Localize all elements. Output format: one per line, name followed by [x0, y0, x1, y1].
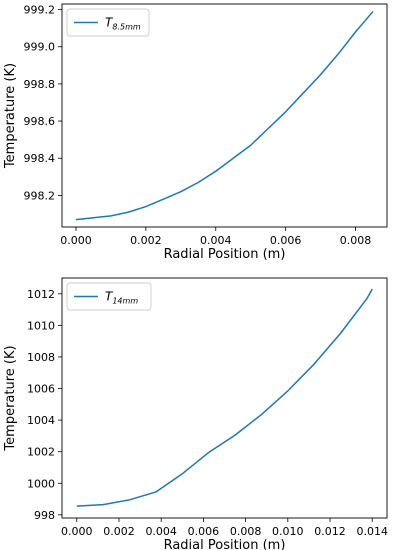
legend-label-subscript: 8.5mm [112, 23, 141, 32]
x-axis-label: Radial Position (m) [164, 538, 286, 550]
legend-label-main: T [105, 16, 114, 30]
y-tick-label: 1012 [27, 288, 55, 301]
y-axis-label: Temperature (K) [3, 63, 18, 169]
chart-top: 0.000 0.002 0.004 0.006 0.008 998.2 998.4 998.6… [3, 3, 388, 262]
x-tick-label: 0.014 [356, 525, 388, 538]
legend-label: T8.5mm [105, 16, 141, 32]
y-tick-label: 1004 [27, 414, 55, 427]
legend-box [66, 8, 150, 37]
legend-label-main: T [105, 290, 114, 304]
x-tick-label: 0.002 [103, 525, 135, 538]
series-line-T8.5mm [75, 10, 374, 221]
y-tick-label: 1010 [27, 319, 55, 332]
axes-frame [61, 277, 388, 519]
legend-label: T14mm [105, 290, 138, 306]
x-tick-label: 0.010 [272, 525, 304, 538]
x-tick-label: 0.000 [60, 234, 92, 247]
x-tick-label: 0.008 [340, 234, 372, 247]
x-tick-label: 0.006 [188, 525, 220, 538]
x-tick-label: 0.004 [200, 234, 232, 247]
legend-box [66, 282, 152, 311]
x-tick-label: 0.008 [230, 525, 262, 538]
axes-frame [61, 3, 388, 228]
y-tick-label: 998.2 [24, 189, 56, 202]
x-tick-label: 0.012 [314, 525, 346, 538]
series-line-T14mm [76, 288, 373, 507]
y-axis-label: Temperature (K) [3, 345, 18, 451]
x-tick-label: 0.000 [61, 525, 93, 538]
x-axis-label: Radial Position (m) [164, 247, 286, 262]
legend: T14mm [66, 282, 152, 311]
x-tick-label: 0.006 [270, 234, 302, 247]
y-tick-label: 1006 [27, 383, 55, 396]
x-tick-label: 0.002 [130, 234, 162, 247]
y-tick-label: 998.4 [24, 152, 56, 165]
y-tick-label: 1008 [27, 351, 55, 364]
legend: T8.5mm [66, 8, 150, 37]
chart-bottom: 0.000 0.002 0.004 0.006 0.008 0.010 0.012 0.014… [3, 277, 388, 550]
y-tick-label: 998.6 [24, 115, 56, 128]
y-tick-label: 998 [34, 509, 55, 522]
y-tick-label: 999.2 [24, 4, 56, 17]
y-tick-label: 999.0 [24, 41, 56, 54]
y-tick-label: 1000 [27, 477, 55, 490]
legend-label-subscript: 14mm [112, 297, 138, 306]
y-tick-label: 1002 [27, 446, 55, 459]
x-tick-label: 0.004 [145, 525, 177, 538]
y-tick-label: 998.8 [24, 78, 56, 91]
